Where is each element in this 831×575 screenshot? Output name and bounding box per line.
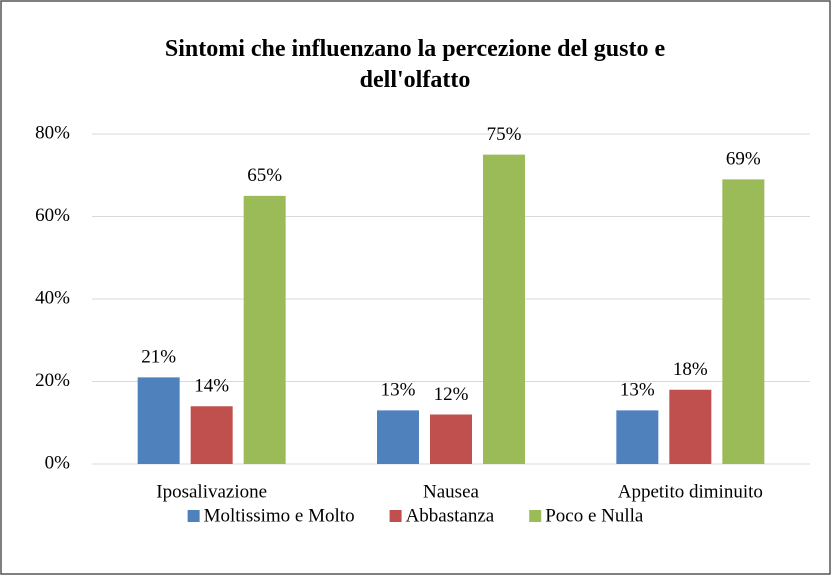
- y-tick-label: 80%: [35, 122, 70, 143]
- data-label: 21%: [141, 347, 176, 368]
- data-label: 12%: [434, 384, 469, 405]
- data-label: 14%: [194, 376, 229, 397]
- data-label: 18%: [673, 359, 708, 380]
- legend-label: Abbastanza: [406, 505, 495, 526]
- y-tick-label: 60%: [35, 205, 70, 226]
- y-tick-label: 40%: [35, 287, 70, 308]
- x-tick-label: Iposalivazione: [156, 481, 267, 502]
- legend-swatch: [389, 510, 402, 522]
- legend-label: Poco e Nulla: [545, 505, 644, 526]
- y-tick-label: 20%: [35, 370, 70, 391]
- legend-label: Moltissimo e Molto: [204, 505, 355, 526]
- data-label: 13%: [620, 380, 655, 401]
- x-tick-label: Appetito diminuito: [618, 481, 763, 502]
- y-tick-label: 0%: [45, 452, 71, 473]
- bar: [616, 410, 659, 464]
- bar: [137, 377, 180, 464]
- data-label: 75%: [487, 124, 522, 145]
- data-label: 13%: [381, 380, 416, 401]
- bar: [430, 414, 472, 464]
- bar: [190, 406, 233, 464]
- legend-swatch: [529, 510, 542, 522]
- bar: [483, 154, 525, 464]
- x-tick-label: Nausea: [423, 481, 479, 502]
- data-label: 69%: [726, 149, 761, 170]
- chart-title: Sintomi che influenzano la percezione de…: [164, 36, 666, 93]
- bar: [722, 179, 765, 464]
- data-label: 65%: [247, 165, 282, 186]
- bar: [377, 410, 419, 464]
- bar: [669, 389, 712, 464]
- legend-swatch: [187, 510, 200, 522]
- bar: [243, 195, 286, 464]
